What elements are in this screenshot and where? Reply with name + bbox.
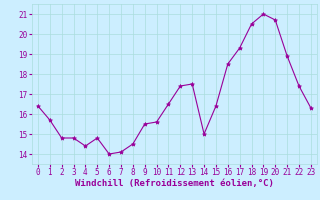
- X-axis label: Windchill (Refroidissement éolien,°C): Windchill (Refroidissement éolien,°C): [75, 179, 274, 188]
